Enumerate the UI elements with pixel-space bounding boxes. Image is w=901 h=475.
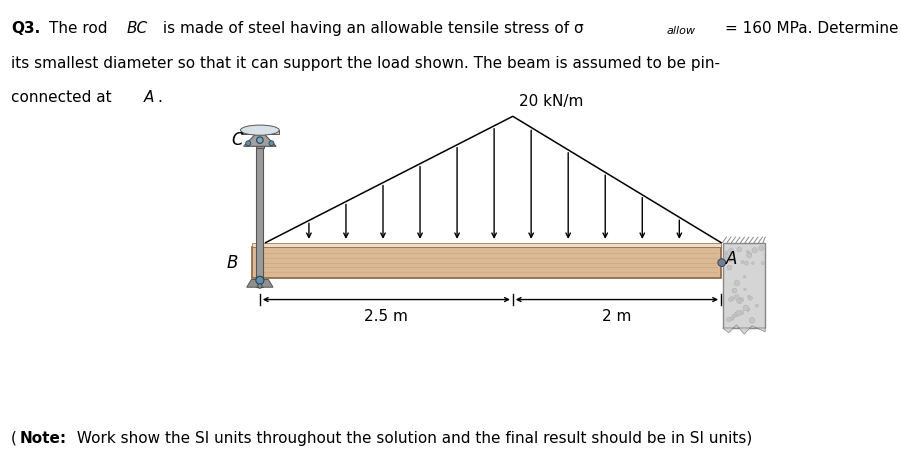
- Polygon shape: [723, 325, 765, 334]
- Circle shape: [729, 259, 732, 262]
- Text: A: A: [144, 90, 155, 105]
- Circle shape: [748, 296, 752, 300]
- Circle shape: [747, 250, 749, 253]
- Circle shape: [739, 297, 743, 302]
- Text: (: (: [11, 430, 17, 446]
- Circle shape: [246, 141, 250, 146]
- Circle shape: [724, 251, 728, 254]
- Circle shape: [747, 253, 751, 258]
- Circle shape: [269, 141, 274, 146]
- Circle shape: [731, 317, 734, 320]
- Circle shape: [743, 305, 749, 311]
- Circle shape: [256, 276, 264, 285]
- Text: allow: allow: [667, 26, 696, 36]
- Circle shape: [732, 314, 735, 318]
- Text: 2 m: 2 m: [602, 309, 632, 324]
- Circle shape: [748, 295, 750, 298]
- Circle shape: [761, 262, 764, 265]
- Circle shape: [734, 280, 740, 286]
- Text: Work show the SI units throughout the solution and the final result should be in: Work show the SI units throughout the so…: [72, 430, 752, 446]
- Text: = 160 MPa. Determine: = 160 MPa. Determine: [725, 21, 899, 37]
- Circle shape: [741, 260, 744, 264]
- Circle shape: [737, 299, 742, 304]
- Circle shape: [718, 259, 725, 266]
- Circle shape: [750, 317, 755, 323]
- Circle shape: [730, 252, 734, 256]
- Circle shape: [730, 297, 734, 301]
- Polygon shape: [252, 243, 721, 247]
- Circle shape: [736, 298, 741, 303]
- Circle shape: [723, 257, 727, 262]
- Circle shape: [732, 288, 737, 293]
- Text: 20 kN/m: 20 kN/m: [519, 94, 584, 109]
- Text: C: C: [232, 131, 243, 149]
- Polygon shape: [256, 134, 264, 148]
- Text: its smallest diameter so that it can support the load shown. The beam is assumed: its smallest diameter so that it can sup…: [11, 56, 720, 71]
- Circle shape: [751, 262, 754, 265]
- Circle shape: [727, 317, 732, 322]
- Circle shape: [743, 276, 746, 278]
- Text: B: B: [227, 254, 238, 272]
- Circle shape: [752, 247, 758, 253]
- Polygon shape: [257, 148, 263, 287]
- Polygon shape: [241, 130, 279, 134]
- Polygon shape: [723, 243, 765, 328]
- Polygon shape: [247, 279, 273, 287]
- Text: .: .: [158, 90, 162, 105]
- Circle shape: [737, 247, 742, 252]
- Circle shape: [729, 248, 733, 254]
- Circle shape: [740, 311, 743, 314]
- Circle shape: [746, 309, 750, 312]
- Circle shape: [257, 137, 263, 143]
- Circle shape: [728, 298, 732, 301]
- Circle shape: [747, 252, 751, 256]
- Circle shape: [747, 308, 750, 310]
- Text: connected at: connected at: [11, 90, 116, 105]
- Polygon shape: [243, 134, 276, 146]
- Circle shape: [258, 284, 262, 288]
- Ellipse shape: [241, 125, 279, 135]
- Circle shape: [727, 265, 732, 270]
- Polygon shape: [252, 247, 721, 278]
- Text: 2.5 m: 2.5 m: [364, 309, 408, 324]
- Text: BC: BC: [126, 21, 147, 37]
- Text: Note:: Note:: [20, 430, 67, 446]
- Circle shape: [734, 294, 739, 299]
- Text: Q3.: Q3.: [11, 21, 40, 37]
- Circle shape: [743, 288, 746, 291]
- Text: A: A: [725, 250, 737, 268]
- Text: is made of steel having an allowable tensile stress of σ: is made of steel having an allowable ten…: [158, 21, 584, 37]
- Circle shape: [755, 304, 759, 307]
- Circle shape: [736, 311, 742, 316]
- Text: The rod: The rod: [49, 21, 112, 37]
- Circle shape: [734, 312, 739, 317]
- Circle shape: [725, 254, 729, 258]
- Circle shape: [744, 261, 749, 265]
- Circle shape: [759, 246, 764, 251]
